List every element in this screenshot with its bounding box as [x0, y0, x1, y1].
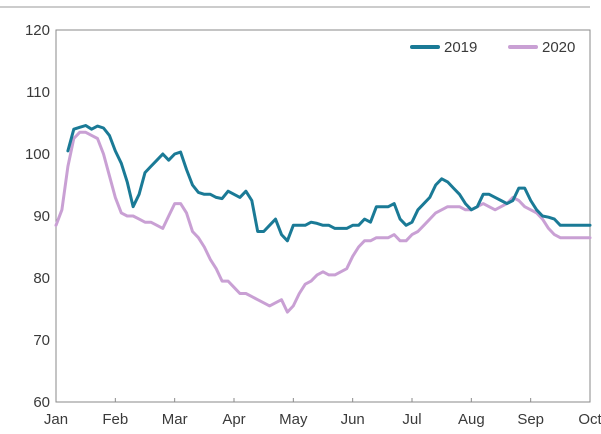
x-tick-label: May	[279, 411, 308, 428]
legend-label-2020: 2020	[542, 39, 575, 56]
y-axis: 60 70 80 90 100 110 120	[25, 22, 50, 411]
legend: 2019 2020	[410, 39, 575, 56]
y-tick-label: 70	[33, 332, 50, 349]
x-tick-label: Oct	[578, 411, 601, 428]
x-tick-label: Jan	[44, 411, 68, 428]
x-tick-label: Mar	[162, 411, 188, 428]
y-tick-label: 100	[25, 146, 50, 163]
series-layer	[54, 124, 592, 314]
legend-label-2019: 2019	[444, 39, 477, 56]
y-tick-label: 80	[33, 270, 50, 287]
y-tick-label: 110	[26, 84, 50, 101]
series-line-2019	[66, 124, 592, 243]
y-tick-label: 90	[33, 208, 50, 225]
x-tick-label: Aug	[458, 411, 485, 428]
x-tick-label: Feb	[102, 411, 128, 428]
series-line-2020	[54, 130, 592, 314]
y-tick-label: 60	[33, 394, 50, 411]
plot-area-frame	[55, 29, 591, 403]
x-tick-label: Jun	[341, 411, 365, 428]
x-tick-label: Apr	[222, 411, 245, 428]
x-axis: Jan Feb Mar Apr May Jun Jul Aug Sep Oct	[44, 398, 601, 428]
x-tick-label: Sep	[517, 411, 544, 428]
y-tick-label: 120	[25, 22, 50, 39]
x-tick-label: Jul	[402, 411, 421, 428]
